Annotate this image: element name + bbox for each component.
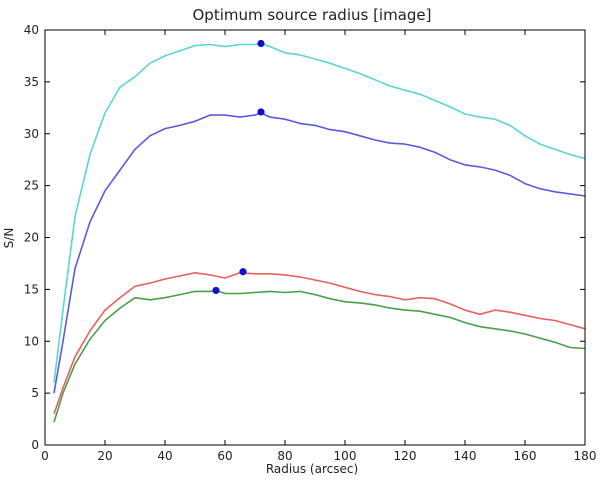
x-tick-label: 40	[157, 449, 172, 463]
series-lines	[53, 42, 586, 423]
y-tick-label: 30	[24, 127, 39, 141]
series-line-1	[53, 42, 586, 383]
optimum-point-3	[239, 268, 247, 276]
chart-title: Optimum source radius [image]	[192, 6, 431, 24]
y-tick-label: 15	[24, 282, 39, 296]
optimum-point-2	[257, 108, 265, 116]
optimum-point-1	[257, 39, 265, 48]
y-tick-label: 0	[31, 438, 39, 452]
y-tick-label: 40	[24, 23, 39, 37]
x-tick-label: 180	[574, 449, 597, 463]
x-axis-label: Radius (arcsec)	[266, 462, 358, 476]
optimum-point-4	[212, 286, 220, 295]
y-tick-label: 5	[31, 386, 39, 400]
x-tick-label: 0	[41, 449, 49, 463]
x-tick-label: 140	[454, 449, 477, 463]
x-tick-label: 80	[277, 449, 292, 463]
y-tick-label: 20	[24, 231, 39, 245]
y-tick-label: 10	[24, 334, 39, 348]
series-line-4	[53, 289, 586, 423]
series-line-2	[53, 112, 586, 394]
optimum-markers	[212, 39, 265, 295]
x-tick-label: 120	[394, 449, 417, 463]
axis-ticks: 0 20 40 60 80 100 120 140 160 180 0 5 10 15 20 25 30 35 40	[24, 23, 597, 463]
x-tick-label: 60	[217, 449, 232, 463]
x-tick-label: 160	[514, 449, 537, 463]
y-tick-label: 35	[24, 75, 39, 89]
plot-area-frame	[44, 29, 586, 446]
x-tick-label: 20	[97, 449, 112, 463]
y-tick-label: 25	[24, 179, 39, 193]
x-tick-label: 100	[334, 449, 357, 463]
series-line-3	[53, 271, 586, 415]
y-axis-label: S/N	[2, 228, 16, 249]
